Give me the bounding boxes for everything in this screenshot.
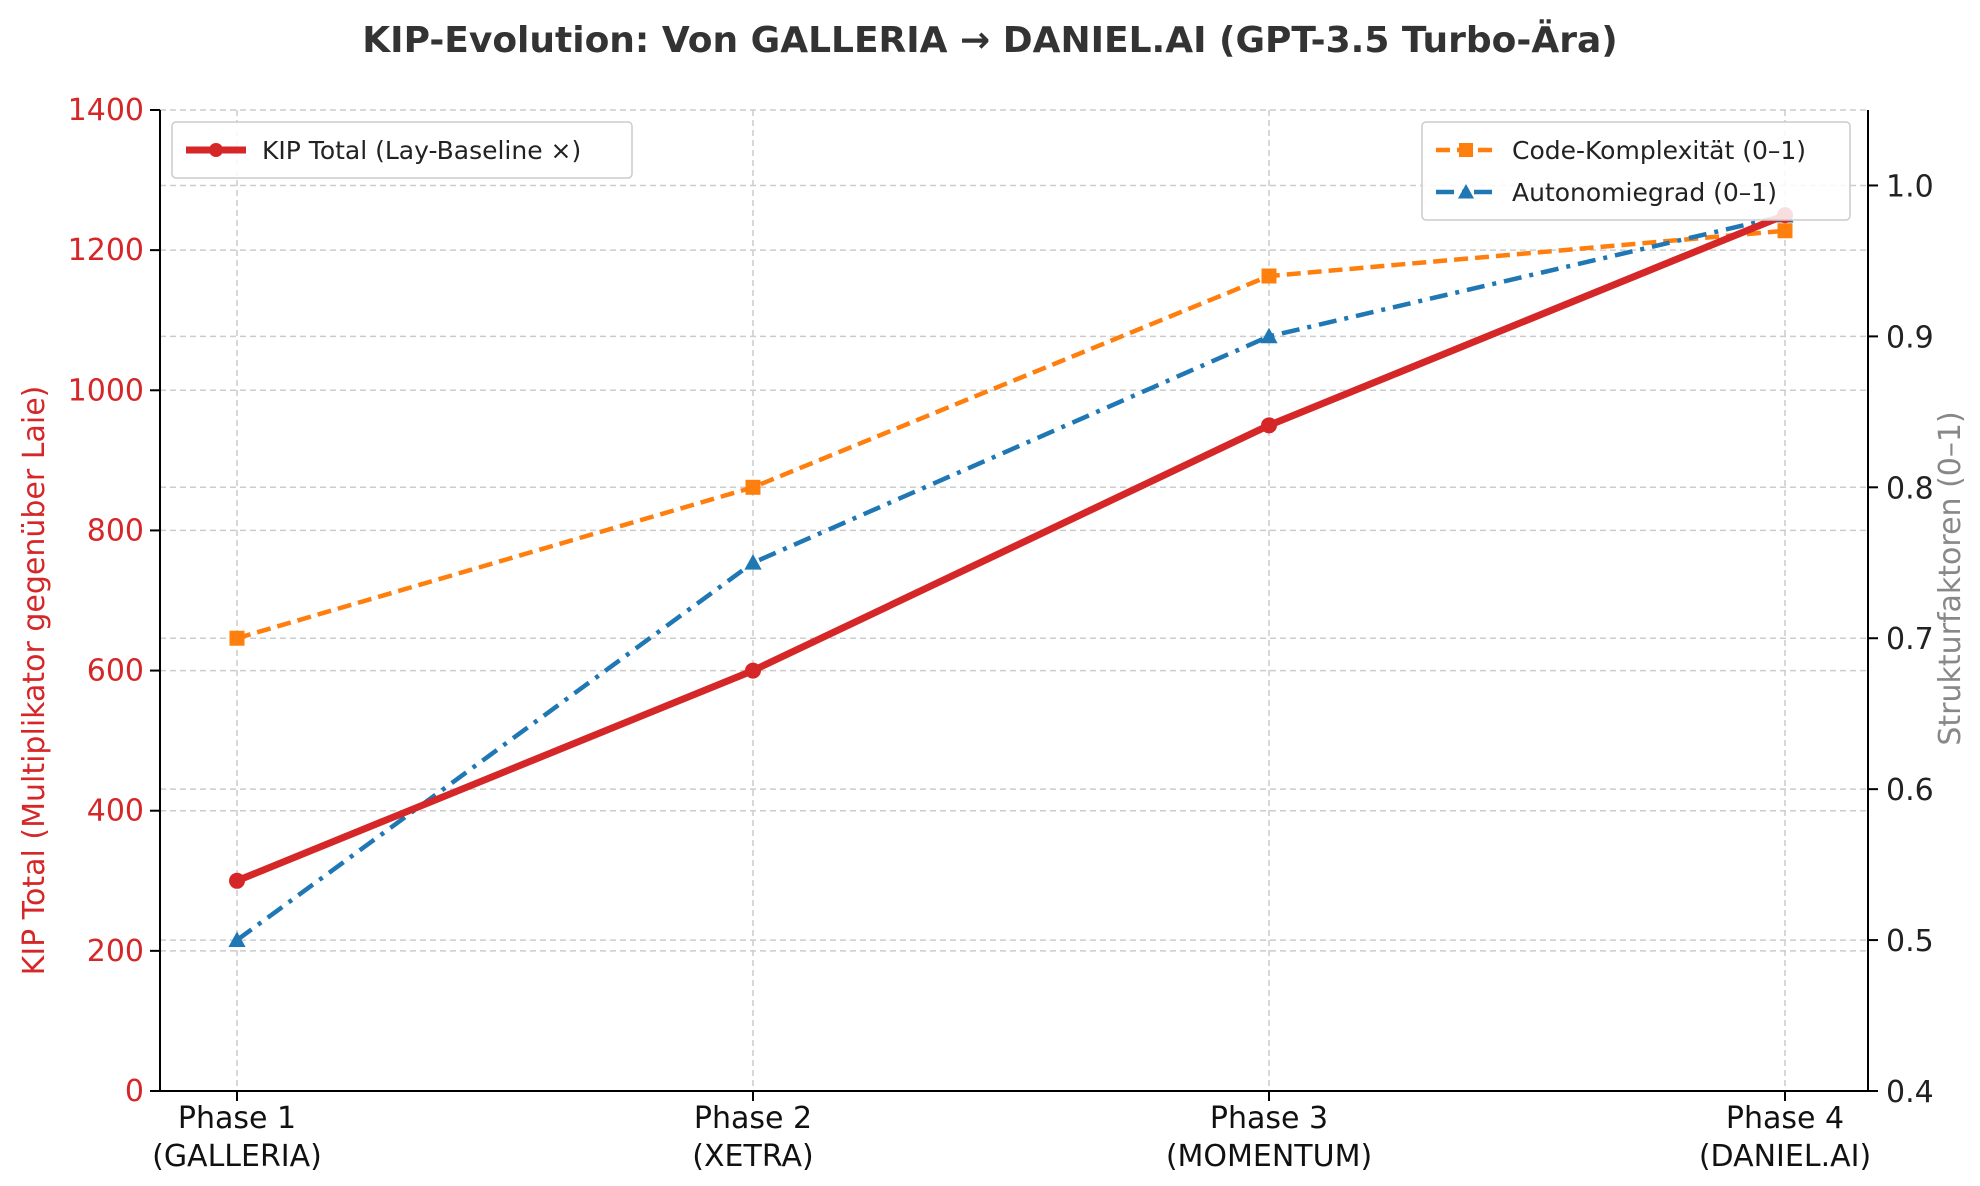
y-tick-label-left: 1400: [68, 93, 144, 128]
legend-right: Code-Komplexität (0–1) Autonomiegrad (0–1…: [1421, 121, 1851, 221]
y-tick-label-left: 1000: [68, 373, 144, 408]
x-tick-label: Phase 4: [1726, 1101, 1844, 1136]
data-point: [1261, 417, 1277, 434]
x-tick-label: (DANIEL.AI): [1699, 1139, 1871, 1174]
series-line: [235, 211, 1787, 885]
x-tick-label: Phase 3: [1210, 1101, 1328, 1136]
y-tick-label-left: 1200: [68, 233, 144, 268]
y-tick-label-right: 0.7: [1886, 622, 1934, 657]
x-tick-label: (MOMENTUM): [1166, 1139, 1372, 1174]
y-tick-label-left: 600: [87, 654, 144, 689]
x-tick-label: (XETRA): [692, 1139, 813, 1174]
legend-frame: [171, 121, 633, 179]
y-tick-label-right: 0.6: [1886, 773, 1934, 808]
y-tick-label-right: 0.4: [1886, 1075, 1934, 1110]
data-point: [228, 931, 246, 947]
y-tick-label-right: 0.8: [1886, 471, 1934, 506]
legend-frame: [1421, 121, 1851, 221]
y-axis-title-left: KIP Total (Multiplikator gegenüber Laie): [17, 386, 52, 976]
legend-swatch-marker: [1457, 183, 1475, 199]
legend-label: Code-Komplexität (0–1): [1512, 136, 1806, 165]
data-point: [1261, 268, 1277, 284]
data-point: [229, 872, 245, 889]
data-point: [1260, 327, 1278, 344]
legend-label: Autonomiegrad (0–1): [1512, 178, 1777, 207]
y-tick-label-right: 0.5: [1886, 924, 1934, 959]
legend-label: KIP Total (Lay-Baseline ×): [262, 136, 581, 165]
y-axis-title-right: Strukturfaktoren (0–1): [1933, 411, 1968, 745]
x-tick-label: (GALLERIA): [152, 1139, 322, 1174]
series-line: [236, 228, 1786, 641]
axes-layer: 0 200 400 600 800 1000 1200 1400 0.4 0.5 0.6 0.7 0.8…: [17, 93, 1968, 1174]
y-tick-label-left: 0: [125, 1074, 144, 1109]
y-tick-label-left: 800: [87, 513, 144, 548]
data-point: [745, 479, 761, 495]
data-point: [1777, 223, 1793, 239]
grid-layer: [160, 109, 1868, 1091]
data-point: [229, 630, 245, 646]
data-point: [745, 662, 761, 679]
legend-swatch-marker: [1459, 143, 1473, 157]
data-point: [744, 554, 762, 570]
legend-left: KIP Total (Lay-Baseline ×): [171, 121, 633, 179]
y-tick-label-right: 0.9: [1886, 320, 1934, 355]
series-line: [235, 213, 1786, 942]
x-tick-label: Phase 1: [178, 1101, 296, 1136]
x-tick-label: Phase 2: [694, 1101, 812, 1136]
y-tick-label-right: 1.0: [1886, 169, 1934, 204]
y-tick-label-left: 200: [87, 934, 144, 969]
y-tick-label-left: 400: [87, 794, 144, 829]
legend-swatch-marker: [209, 143, 223, 157]
chart-title: KIP-Evolution: Von GALLERIA → DANIEL.AI …: [362, 19, 1617, 61]
series-layer: [228, 207, 1794, 947]
